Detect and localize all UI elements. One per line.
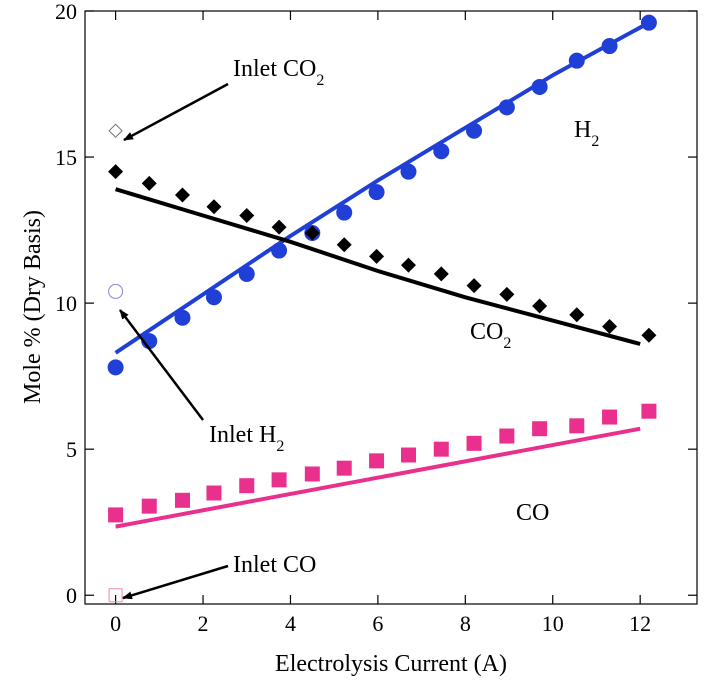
point-co2 bbox=[433, 266, 449, 282]
annotation-inlet-co2-text: Inlet CO bbox=[233, 56, 316, 82]
point-co bbox=[271, 472, 287, 488]
annotation-inlet-h2-sub: 2 bbox=[276, 438, 284, 455]
point-co bbox=[400, 447, 416, 463]
point-h2 bbox=[601, 38, 618, 55]
inlet-marker-co2 bbox=[108, 123, 123, 138]
point-co2 bbox=[602, 318, 618, 334]
annotation-inlet-co-text: Inlet CO bbox=[233, 552, 316, 578]
point-co bbox=[304, 466, 320, 482]
annotation-inlet-h2: Inlet H2 bbox=[209, 422, 284, 455]
point-h2 bbox=[107, 359, 124, 376]
point-co2 bbox=[239, 207, 255, 223]
point-h2 bbox=[400, 163, 417, 180]
point-h2 bbox=[568, 52, 585, 69]
x-tick-label: 6 bbox=[372, 611, 383, 636]
arrow-inlet-co2 bbox=[123, 82, 229, 142]
point-co bbox=[466, 435, 482, 451]
point-co bbox=[569, 418, 585, 434]
point-co bbox=[499, 428, 515, 444]
series-label-h2: H2 bbox=[574, 117, 599, 150]
point-co bbox=[141, 498, 157, 514]
y-tick-label: 20 bbox=[55, 0, 77, 24]
point-h2 bbox=[271, 242, 288, 259]
series-label-co2: CO2 bbox=[470, 319, 511, 352]
point-h2 bbox=[640, 14, 657, 31]
annotation-inlet-co: Inlet CO bbox=[233, 552, 316, 578]
point-co bbox=[532, 421, 548, 437]
point-h2 bbox=[238, 265, 255, 282]
y-tick-label: 15 bbox=[55, 145, 77, 170]
point-co bbox=[336, 460, 352, 476]
point-co2 bbox=[141, 175, 157, 191]
point-co2 bbox=[532, 298, 548, 314]
point-co2 bbox=[304, 225, 320, 241]
fit-line-co2 bbox=[115, 187, 641, 346]
point-co2 bbox=[206, 199, 222, 215]
fit-line-h2 bbox=[114, 20, 650, 355]
point-h2 bbox=[336, 204, 353, 221]
point-co2 bbox=[369, 248, 385, 264]
arrow-inlet-co bbox=[122, 564, 229, 600]
inlet-markers bbox=[108, 123, 124, 603]
y-tick-label: 10 bbox=[55, 291, 77, 316]
series-label-co2-text: CO bbox=[470, 319, 503, 345]
series-label-h2-text: H bbox=[574, 117, 591, 143]
series-label-h2-sub: 2 bbox=[591, 133, 599, 150]
y-axis-title: Mole % (Dry Basis) bbox=[20, 210, 46, 404]
point-h2 bbox=[531, 78, 548, 95]
x-tick-label: 8 bbox=[460, 611, 471, 636]
arrow-inlet-h2 bbox=[119, 309, 204, 421]
point-co bbox=[239, 478, 255, 494]
point-co2 bbox=[400, 257, 416, 273]
series-label-co2-sub: 2 bbox=[503, 335, 511, 352]
point-co bbox=[602, 409, 618, 425]
point-h2 bbox=[174, 309, 191, 326]
inlet-marker-h2 bbox=[108, 283, 124, 299]
point-h2 bbox=[498, 99, 515, 116]
data-points bbox=[107, 14, 657, 523]
x-tick-label: 0 bbox=[110, 611, 121, 636]
fit-line-co bbox=[115, 426, 641, 529]
point-co bbox=[641, 403, 657, 419]
point-co bbox=[433, 441, 449, 457]
series-label-co: CO bbox=[516, 500, 549, 526]
point-h2 bbox=[205, 289, 222, 306]
series-label-co-text: CO bbox=[516, 500, 549, 526]
point-co bbox=[206, 485, 222, 501]
x-tick-label: 12 bbox=[629, 611, 651, 636]
y-tick-label: 0 bbox=[66, 583, 77, 608]
point-co2 bbox=[336, 237, 352, 253]
x-tick-label: 2 bbox=[198, 611, 209, 636]
point-co2 bbox=[108, 164, 124, 180]
fit-lines bbox=[114, 20, 650, 529]
point-co2 bbox=[499, 286, 515, 302]
point-co bbox=[369, 453, 385, 469]
annotation-inlet-co2: Inlet CO2 bbox=[233, 56, 324, 89]
x-tick-label: 10 bbox=[542, 611, 564, 636]
point-co2 bbox=[271, 219, 287, 235]
point-h2 bbox=[466, 122, 483, 139]
annotation-inlet-h2-text: Inlet H bbox=[209, 422, 276, 448]
y-tick-label: 5 bbox=[66, 437, 77, 462]
point-co2 bbox=[641, 327, 657, 343]
point-co2 bbox=[466, 278, 482, 294]
x-axis-title: Electrolysis Current (A) bbox=[275, 651, 507, 677]
plot-frame bbox=[84, 10, 698, 605]
point-co2 bbox=[569, 307, 585, 323]
axis-ticks: 0 2 4 6 8 10 12 0 5 10 15 20 bbox=[55, 0, 697, 636]
annotation-inlet-co2-sub: 2 bbox=[316, 72, 324, 89]
point-h2 bbox=[433, 143, 450, 160]
point-co2 bbox=[174, 187, 190, 203]
x-tick-label: 4 bbox=[285, 611, 296, 636]
point-co bbox=[108, 507, 124, 523]
point-h2 bbox=[368, 184, 385, 201]
point-co bbox=[174, 492, 190, 508]
